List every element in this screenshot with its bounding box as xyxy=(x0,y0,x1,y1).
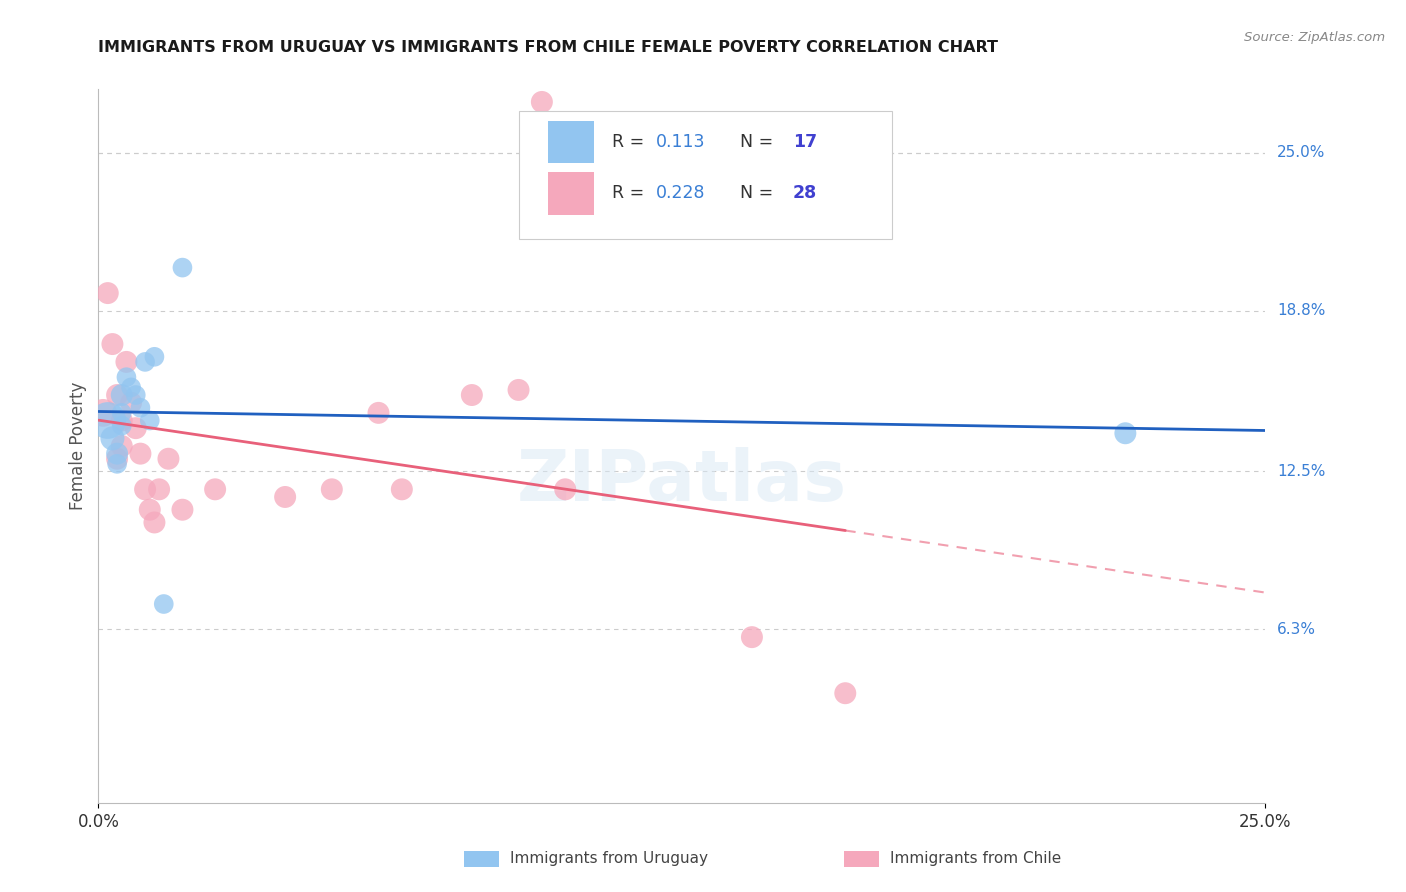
Point xyxy=(129,447,152,461)
Text: Source: ZipAtlas.com: Source: ZipAtlas.com xyxy=(1244,31,1385,45)
Point xyxy=(461,388,484,402)
Text: IMMIGRANTS FROM URUGUAY VS IMMIGRANTS FROM CHILE FEMALE POVERTY CORRELATION CHAR: IMMIGRANTS FROM URUGUAY VS IMMIGRANTS FR… xyxy=(98,40,998,55)
Text: 0.113: 0.113 xyxy=(657,133,706,151)
Point xyxy=(115,355,138,369)
Point xyxy=(129,401,152,415)
Point xyxy=(139,413,162,427)
Point xyxy=(367,406,389,420)
Point xyxy=(321,483,343,497)
Text: 17: 17 xyxy=(793,133,817,151)
Point xyxy=(97,413,120,427)
Point xyxy=(120,380,142,394)
Point xyxy=(391,483,413,497)
Text: 28: 28 xyxy=(793,185,817,202)
Point xyxy=(111,406,134,420)
Point xyxy=(1114,426,1136,441)
Point xyxy=(111,418,134,433)
Point xyxy=(105,451,128,466)
Point xyxy=(111,388,134,402)
Text: 25.0%: 25.0% xyxy=(1277,145,1326,161)
Point xyxy=(97,286,120,301)
Point xyxy=(125,421,148,435)
Text: R =: R = xyxy=(612,185,650,202)
Point xyxy=(111,413,134,427)
Text: 18.8%: 18.8% xyxy=(1277,303,1326,318)
Point xyxy=(115,370,138,384)
Point xyxy=(152,597,174,611)
Point xyxy=(134,483,156,497)
Point xyxy=(157,451,180,466)
Point xyxy=(143,516,166,530)
Point xyxy=(554,483,576,497)
Point xyxy=(741,630,763,644)
Text: ZIPatlas: ZIPatlas xyxy=(517,447,846,516)
Point xyxy=(204,483,226,497)
Text: N =: N = xyxy=(728,133,779,151)
Point xyxy=(172,260,194,275)
Point xyxy=(148,483,170,497)
Bar xyxy=(844,851,879,867)
Point xyxy=(111,439,134,453)
FancyBboxPatch shape xyxy=(519,111,891,239)
Y-axis label: Female Poverty: Female Poverty xyxy=(69,382,87,510)
Point xyxy=(101,337,124,351)
Text: 12.5%: 12.5% xyxy=(1277,464,1326,479)
Bar xyxy=(548,172,595,215)
Text: Immigrants from Uruguay: Immigrants from Uruguay xyxy=(510,852,709,866)
Point xyxy=(105,388,128,402)
Text: Immigrants from Chile: Immigrants from Chile xyxy=(890,852,1062,866)
Text: R =: R = xyxy=(612,133,650,151)
Bar xyxy=(548,120,595,163)
Point xyxy=(274,490,297,504)
Bar xyxy=(464,851,499,867)
Point xyxy=(105,457,128,471)
Text: 0.228: 0.228 xyxy=(657,185,706,202)
Point xyxy=(172,502,194,516)
Point xyxy=(91,406,114,420)
Point xyxy=(834,686,856,700)
Point xyxy=(101,431,124,445)
Point xyxy=(139,502,162,516)
Point xyxy=(134,355,156,369)
Point xyxy=(530,95,553,109)
Text: 6.3%: 6.3% xyxy=(1277,622,1316,637)
Point xyxy=(508,383,530,397)
Text: N =: N = xyxy=(728,185,779,202)
Point xyxy=(125,388,148,402)
Point xyxy=(120,395,142,409)
Point xyxy=(143,350,166,364)
Point xyxy=(105,447,128,461)
